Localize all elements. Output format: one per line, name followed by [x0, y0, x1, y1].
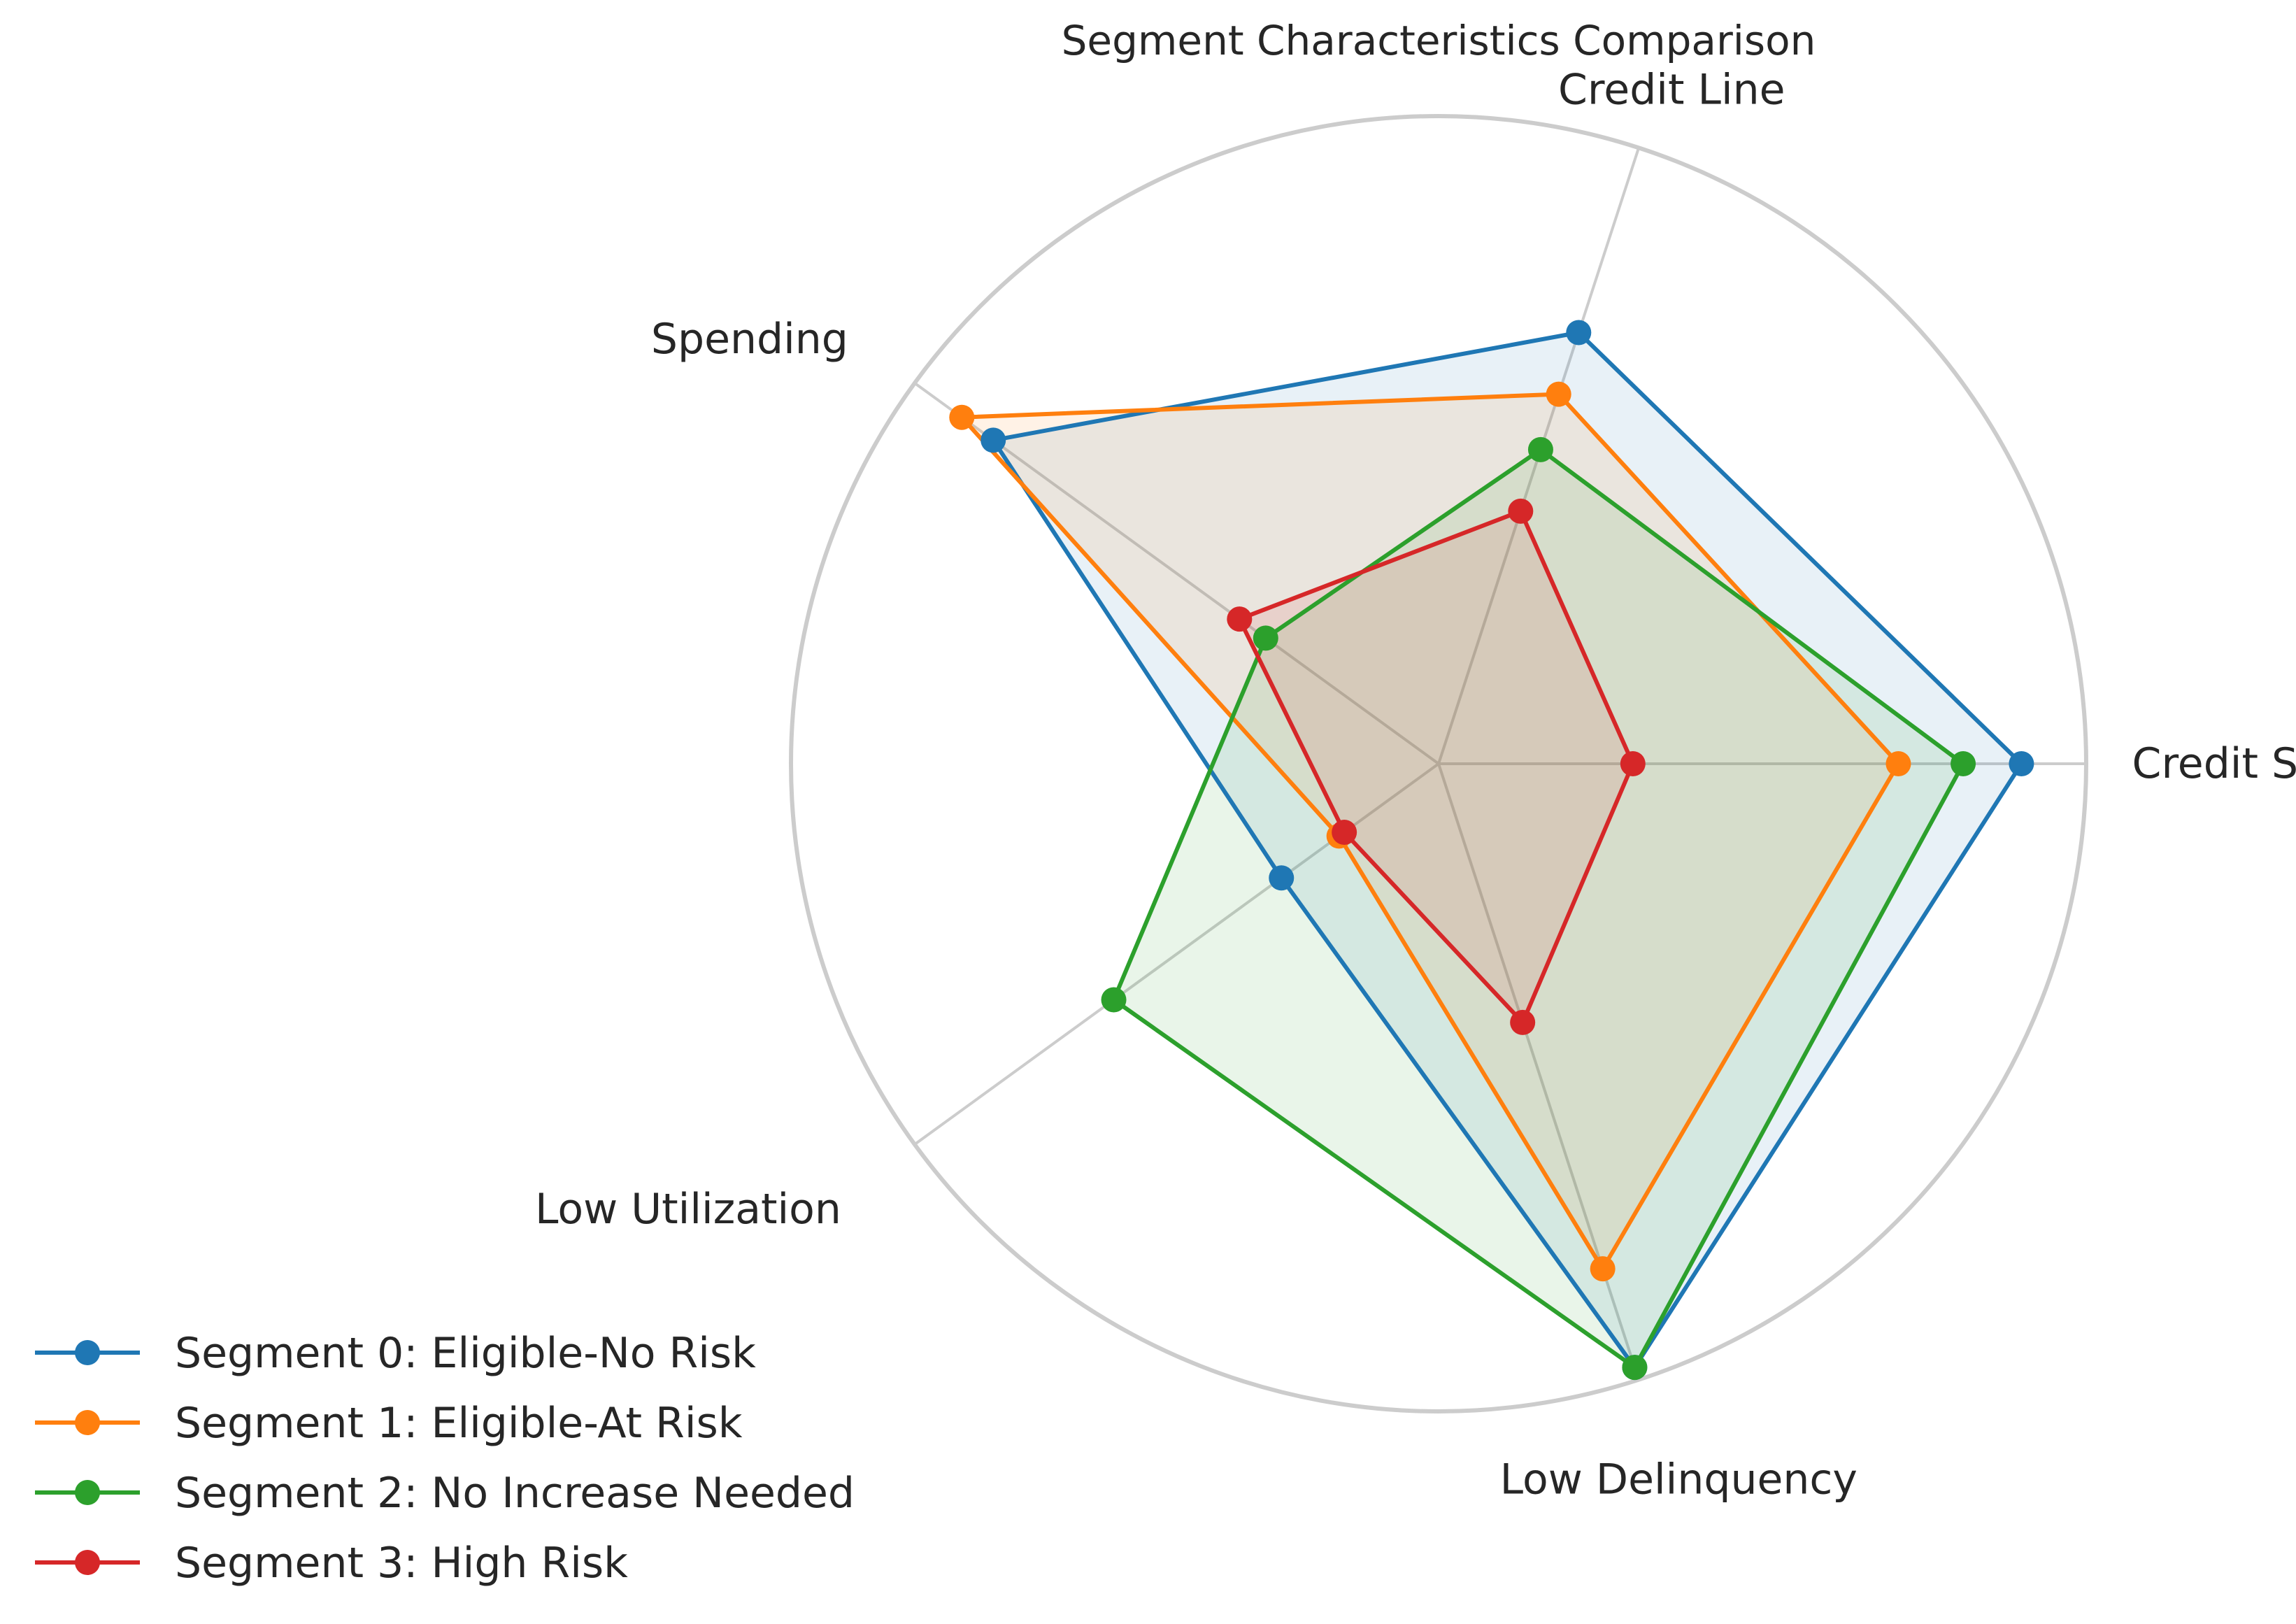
point-s1-4 — [1590, 1256, 1616, 1282]
series-points — [949, 320, 2034, 1381]
point-s3-0 — [1620, 751, 1646, 776]
point-s2-3 — [1101, 987, 1127, 1013]
series-line-0 — [991, 330, 2024, 1370]
axis-label-1: Credit Line — [1558, 65, 1785, 114]
series-line-2 — [1111, 447, 1966, 1370]
series-lines — [960, 330, 2024, 1370]
series-fill-3 — [1239, 511, 1633, 1023]
axis-label-0: Credit Score — [2132, 739, 2296, 788]
legend-label-2: Segment 2: No Increase Needed — [175, 1469, 855, 1518]
series-line-1 — [960, 392, 1901, 1272]
point-s3-4 — [1510, 1009, 1536, 1035]
point-s1-2 — [949, 404, 975, 430]
legend-marker-0 — [75, 1340, 100, 1365]
point-s0-1 — [1566, 320, 1592, 346]
legend-label-3: Segment 3: High Risk — [175, 1539, 628, 1588]
point-s2-1 — [1527, 436, 1553, 462]
legend-item-3: Segment 3: High Risk — [35, 1539, 628, 1588]
point-s1-0 — [1885, 751, 1911, 776]
point-s0-3 — [1269, 865, 1295, 891]
legend-label-0: Segment 0: Eligible-No Risk — [175, 1329, 756, 1378]
point-s2-4 — [1622, 1355, 1648, 1381]
point-s2-2 — [1253, 625, 1278, 651]
legend-item-0: Segment 0: Eligible-No Risk — [35, 1329, 756, 1378]
point-s3-1 — [1508, 498, 1534, 524]
point-s0-2 — [981, 427, 1006, 453]
chart-title: Segment Characteristics Comparison — [1062, 17, 1816, 64]
axis-label-4: Low Delinquency — [1500, 1455, 1858, 1504]
legend-marker-3 — [75, 1550, 100, 1575]
series-fills — [962, 332, 2022, 1368]
axis-label-3: Low Utilization — [535, 1185, 841, 1234]
point-s3-2 — [1227, 606, 1253, 632]
legend-label-1: Segment 1: Eligible-At Risk — [175, 1399, 743, 1448]
legend-marker-2 — [75, 1480, 100, 1505]
point-s1-1 — [1546, 381, 1571, 407]
legend: Segment 0: Eligible-No Risk Segment 1: El… — [35, 1329, 855, 1588]
series-fill-1 — [962, 394, 1899, 1269]
legend-marker-1 — [75, 1410, 100, 1435]
axis-labels: Credit Score Credit Line Spending Low Utili… — [535, 65, 2296, 1504]
series-fill-2 — [1113, 449, 1964, 1368]
series-fill-0 — [993, 332, 2022, 1368]
point-s3-3 — [1332, 819, 1357, 845]
legend-item-2: Segment 2: No Increase Needed — [35, 1469, 855, 1518]
point-s0-0 — [2009, 751, 2034, 776]
series-line-3 — [1237, 508, 1635, 1025]
point-s2-0 — [1951, 751, 1976, 776]
axis-label-2: Spending — [651, 315, 848, 364]
legend-item-1: Segment 1: Eligible-At Risk — [35, 1399, 743, 1448]
